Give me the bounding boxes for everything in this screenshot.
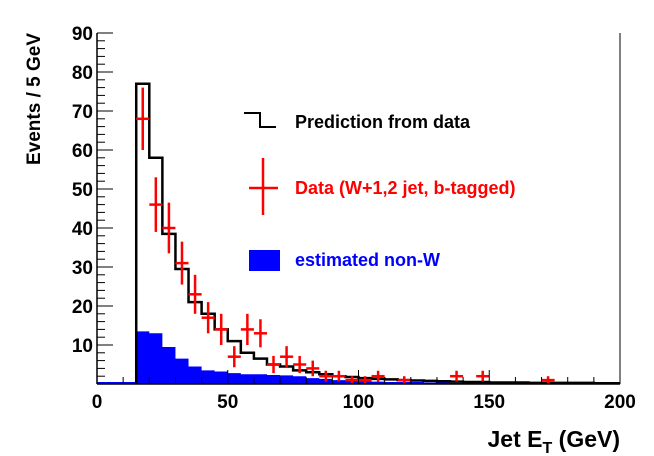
x-tick-label: 50 [217, 392, 238, 413]
data-point [214, 313, 228, 345]
data-point [541, 376, 555, 384]
x-tick-label: 200 [604, 392, 636, 413]
data-point [293, 355, 307, 374]
y-tick-label: 10 [72, 336, 93, 357]
data-point [306, 360, 320, 377]
x-tick-label: 150 [473, 392, 505, 413]
legend-prediction-label: Prediction from data [295, 112, 471, 132]
y-tick-label: 40 [72, 219, 93, 240]
y-axis-label: Events / 5 GeV [24, 33, 45, 165]
legend-non-w-label: estimated non-W [295, 250, 440, 270]
data-point [345, 376, 359, 384]
data-point [450, 370, 464, 382]
data-point [332, 370, 346, 382]
data-point [136, 87, 150, 150]
x-axis-label: Jet ET (GeV) [488, 426, 621, 456]
y-tick-label: 70 [72, 102, 93, 123]
y-tick-label: 80 [72, 63, 93, 84]
data-point [227, 346, 241, 368]
y-tick-label: 20 [72, 297, 93, 318]
data-point [175, 241, 189, 285]
data-point [280, 346, 294, 368]
legend-prediction-symbol [244, 112, 276, 128]
data-point [253, 319, 267, 348]
y-tick-label: 30 [72, 258, 93, 279]
data-point [162, 202, 176, 254]
x-tick-label: 100 [343, 392, 375, 413]
legend-non-w-symbol [249, 250, 280, 271]
y-tick-label: 50 [72, 180, 93, 201]
data-point [149, 177, 163, 232]
y-tick-label: 90 [72, 24, 93, 45]
data-point [188, 274, 202, 314]
x-tick-label: 0 [92, 392, 103, 413]
data-point [201, 302, 215, 334]
data-point [240, 313, 254, 345]
data-point [266, 355, 281, 374]
data-point [358, 376, 372, 384]
data-point [397, 376, 411, 384]
legend-data-label: Data (W+1,2 jet, b-tagged) [295, 178, 516, 198]
data-point [476, 370, 490, 382]
data-point [319, 370, 333, 382]
data-point [371, 370, 385, 382]
y-tick-label: 60 [72, 141, 93, 162]
